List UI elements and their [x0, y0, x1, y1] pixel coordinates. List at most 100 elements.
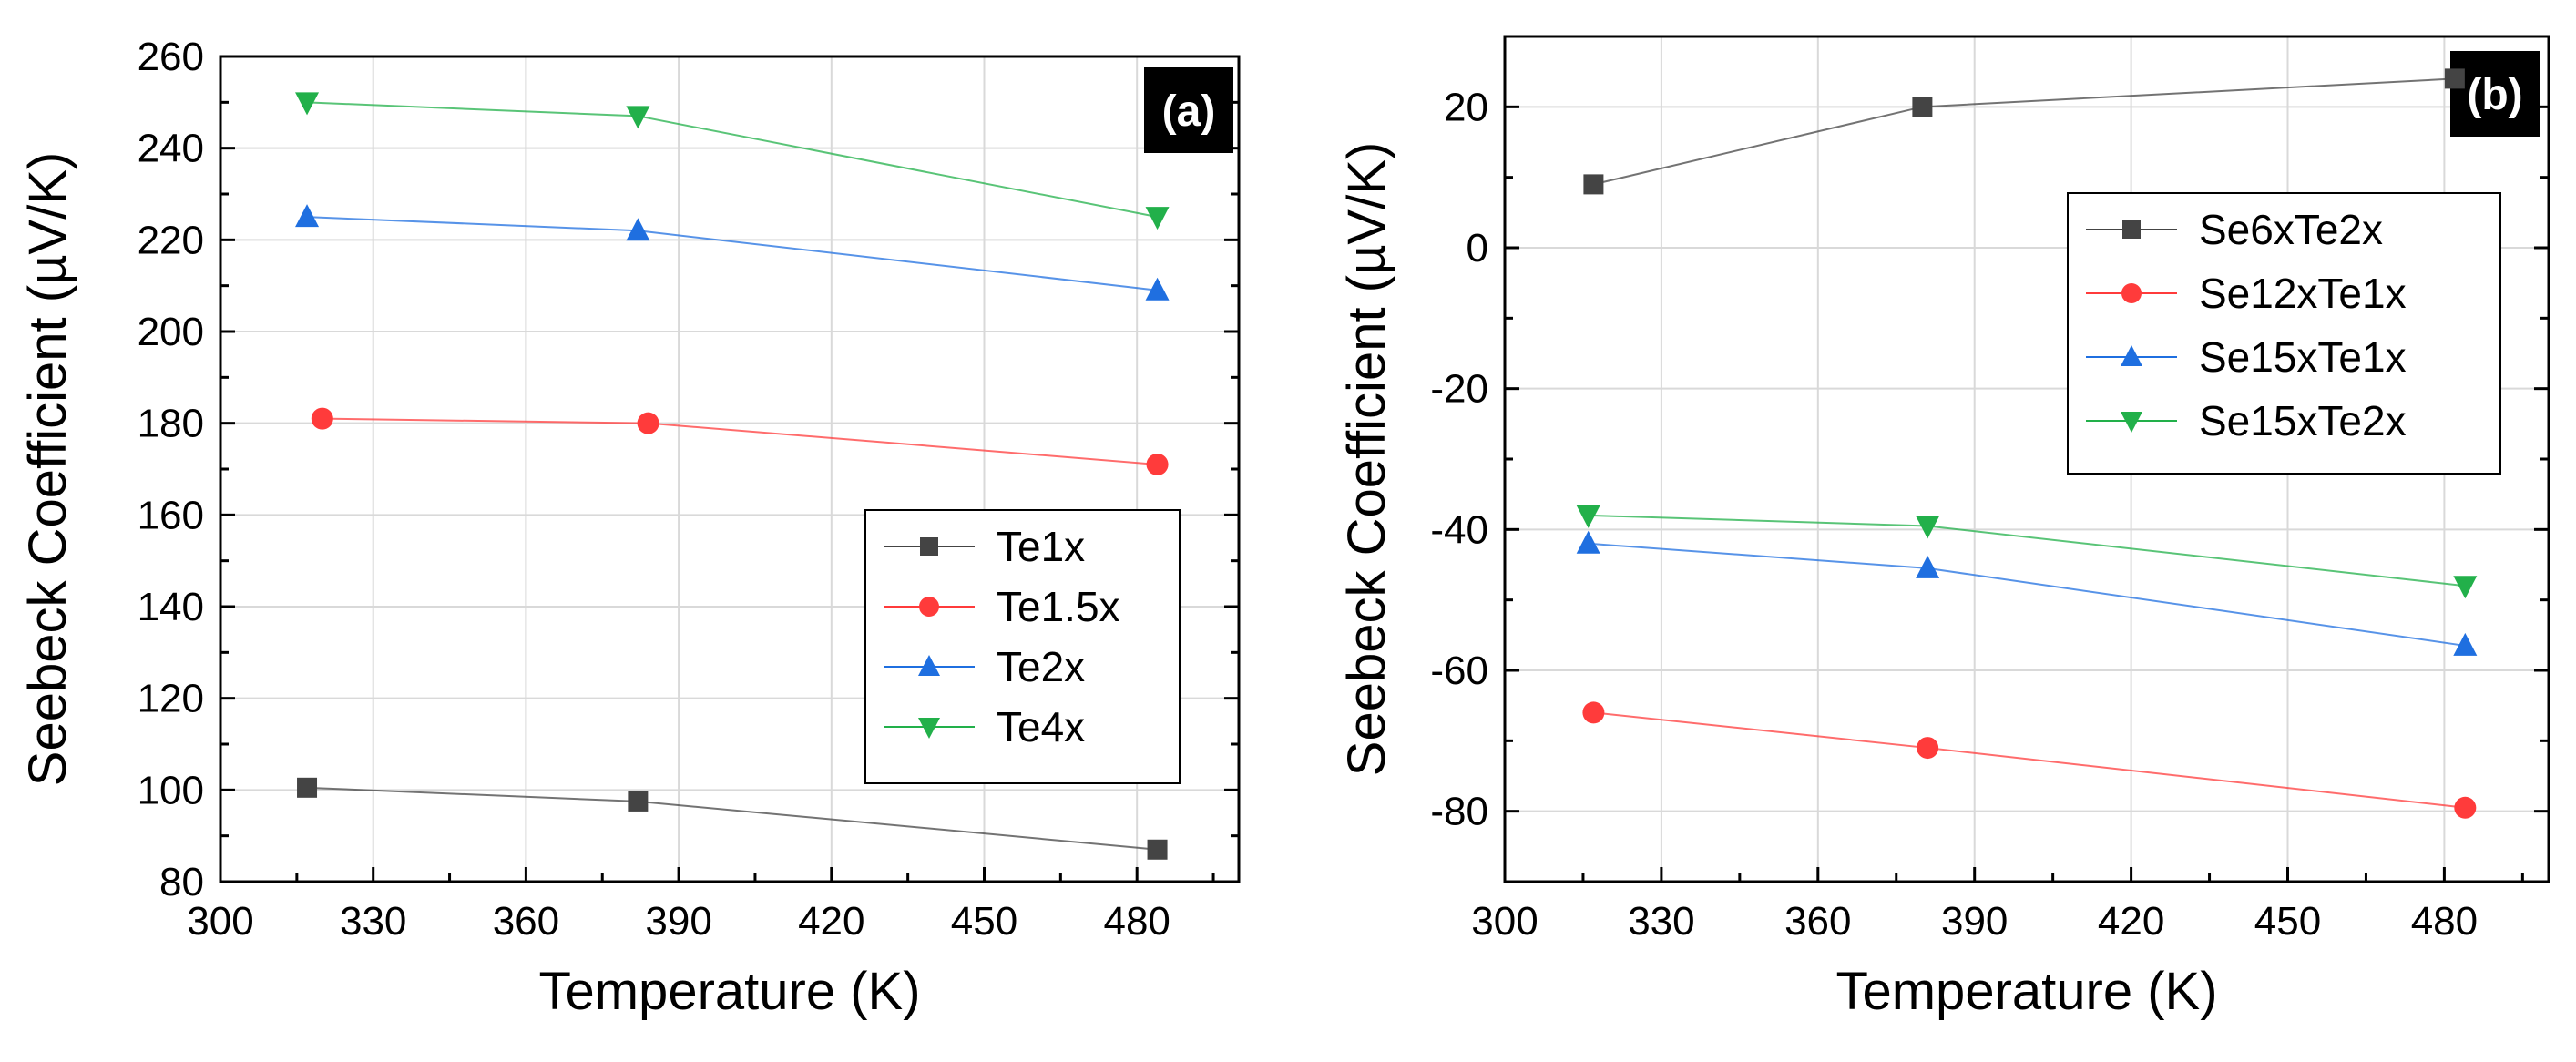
y-tick-label: 80	[159, 860, 204, 904]
y-tick-label: 220	[138, 218, 204, 262]
legend-label: Te1x	[997, 523, 1085, 570]
data-point	[311, 407, 333, 430]
series-line	[322, 417, 1158, 465]
x-tick-label: 480	[1103, 899, 1170, 944]
legend-marker	[918, 718, 940, 739]
y-tick-label: 0	[1467, 226, 1488, 271]
series-Te2x	[295, 204, 1170, 301]
legend-marker	[918, 655, 940, 676]
legend-marker	[2121, 345, 2142, 366]
y-tick-label: 180	[138, 402, 204, 446]
series-line	[306, 101, 1158, 219]
legend-box	[2067, 192, 2501, 475]
series-Te1.5x	[311, 407, 1169, 475]
series-Te1x	[297, 777, 1168, 860]
series-line	[306, 786, 1158, 851]
series-line	[1593, 711, 2466, 809]
y-axis-label: Seebeck Coefficient (µV/K)	[18, 152, 77, 786]
x-tick-label: 330	[1628, 899, 1694, 944]
series-line	[306, 216, 1158, 291]
data-point	[1576, 505, 1600, 528]
panel-label: (a)	[1162, 87, 1216, 136]
legend-label: Te1.5x	[997, 583, 1120, 630]
x-tick-label: 360	[1784, 899, 1851, 944]
y-axis-label: Seebeck Coefficient (µV/K)	[1337, 142, 1396, 776]
y-tick-label: 240	[138, 127, 204, 171]
data-point	[626, 218, 650, 241]
grid	[220, 56, 1239, 882]
legend-marker	[2121, 283, 2142, 303]
data-point	[1583, 174, 1604, 195]
data-point	[1576, 530, 1600, 554]
legend: Se6xTe2x Se12xTe1x Se15xTe1x Se15xTe2x	[2067, 192, 2501, 475]
data-point	[295, 92, 320, 116]
legend-marker	[920, 537, 938, 556]
panel-label-box	[2450, 51, 2540, 137]
y-tick-label: -60	[1430, 648, 1488, 693]
y-tick-label: 140	[138, 585, 204, 629]
legend-label: Te2x	[997, 643, 1085, 690]
data-point	[1146, 453, 1169, 475]
series-line	[1593, 77, 2455, 186]
data-point	[2453, 632, 2478, 656]
series-Se15xTe2x	[1576, 505, 2478, 599]
data-point	[2453, 576, 2478, 599]
y-tick-label: -80	[1430, 790, 1488, 834]
x-tick-label: 330	[340, 899, 406, 944]
y-tick-label: 20	[1444, 85, 1488, 129]
legend-marker	[2121, 412, 2142, 433]
x-tick-label: 300	[187, 899, 253, 944]
data-point	[1145, 277, 1170, 301]
ticks	[219, 55, 1239, 883]
chart-panel-b: 300 330 360 390 420 450 480 -80 -60 -40 -20 0 20 Temp…	[1337, 35, 2550, 1021]
legend: Te1x Te1.5x Te2x Te4x	[864, 509, 1181, 784]
x-axis-label: Temperature (K)	[538, 962, 920, 1021]
y-tick-label: -40	[1430, 507, 1488, 552]
data-point	[1145, 207, 1170, 230]
data-point	[1916, 516, 1940, 539]
series-Se6xTe2x	[1583, 68, 2465, 195]
data-point	[2454, 796, 2477, 819]
series-line	[1588, 542, 2466, 647]
series-Se12xTe1x	[1582, 701, 2477, 819]
data-point	[637, 412, 659, 434]
chart-panel-a: 300 330 360 390 420 450 480 80 100 120 140 160 180 20…	[18, 35, 1241, 1021]
data-point	[2444, 68, 2465, 89]
legend-label: Se12xTe1x	[2199, 270, 2407, 317]
series-Se15xTe1x	[1576, 530, 2478, 656]
y-tick-label: -20	[1430, 367, 1488, 412]
legend-label: Se6xTe2x	[2199, 206, 2383, 253]
panel-label-box	[1144, 67, 1233, 153]
panel-label: (b)	[2467, 71, 2522, 119]
data-point	[626, 106, 650, 129]
series-line	[1588, 514, 2466, 587]
data-point	[1147, 839, 1168, 860]
x-tick-label: 480	[2411, 899, 2478, 944]
data-point	[295, 204, 320, 228]
y-tick-label: 100	[138, 768, 204, 812]
x-axis-label: Temperature (K)	[1835, 962, 2217, 1021]
y-tick-label: 160	[138, 493, 204, 537]
y-tick-label: 200	[138, 310, 204, 354]
series-Te4x	[295, 92, 1170, 230]
x-tick-label: 390	[645, 899, 711, 944]
legend-box	[864, 509, 1181, 784]
data-point	[1582, 701, 1605, 724]
x-tick-label: 420	[2098, 899, 2164, 944]
legend-label: Te4x	[997, 703, 1085, 751]
legend-label: Se15xTe1x	[2199, 333, 2407, 381]
x-tick-label: 360	[493, 899, 559, 944]
x-tick-label: 420	[798, 899, 864, 944]
data-point	[1917, 737, 1939, 760]
x-tick-label: 450	[2254, 899, 2321, 944]
y-tick-label: 260	[138, 35, 204, 79]
data-point	[628, 791, 649, 812]
data-point	[1916, 555, 1940, 578]
data-point	[1912, 97, 1933, 117]
legend-label: Se15xTe2x	[2199, 397, 2407, 444]
data-point	[297, 777, 318, 798]
y-tick-label: 120	[138, 677, 204, 721]
x-tick-label: 390	[1941, 899, 2008, 944]
x-tick-label: 300	[1471, 899, 1538, 944]
